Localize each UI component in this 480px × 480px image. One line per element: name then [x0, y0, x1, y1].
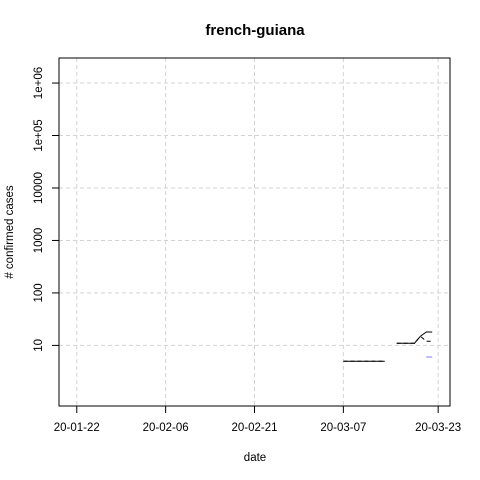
- series-lines: [343, 331, 433, 362]
- y-tick-label: 100: [33, 283, 45, 302]
- x-tick-label: 20-02-21: [231, 422, 277, 434]
- y-tick-label: 1e+05: [33, 119, 45, 151]
- x-tick-label: 20-03-23: [415, 422, 461, 434]
- y-tick-label: 10000: [33, 172, 45, 204]
- y-tick-label: 1e+06: [33, 67, 45, 99]
- series-line-2: [396, 335, 433, 344]
- x-axis: 20-01-22 20-02-06 20-02-21 20-03-07 20-03-23: [54, 405, 461, 434]
- y-axis: 10 100 1000 10000 1e+05 1e+06: [33, 67, 60, 352]
- x-axis-label: date: [244, 452, 266, 464]
- x-tick-label: 20-02-06: [143, 422, 189, 434]
- chart-title: french-guiana: [205, 22, 305, 39]
- y-tick-label: 1000: [33, 228, 45, 254]
- y-tick-label: 10: [33, 339, 45, 352]
- x-tick-label: 20-03-07: [320, 422, 366, 434]
- x-tick-label: 20-01-22: [54, 422, 100, 434]
- gridlines: [59, 58, 450, 406]
- y-axis-label: # confirmed cases: [4, 185, 16, 279]
